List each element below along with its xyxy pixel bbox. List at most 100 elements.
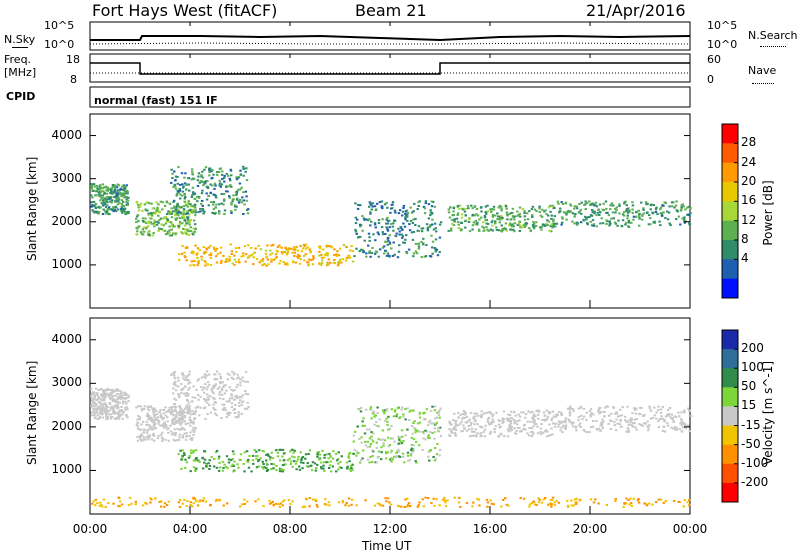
data-cell [179, 423, 182, 426]
data-cell [115, 196, 118, 198]
data-cell [127, 394, 130, 397]
data-cell [204, 398, 207, 401]
data-cell [155, 220, 159, 223]
data-cell [177, 379, 180, 382]
data-cell [105, 185, 108, 188]
data-cell [252, 263, 255, 266]
data-cell [115, 399, 118, 402]
data-cell [635, 428, 638, 431]
data-cell [518, 224, 522, 227]
data-cell [203, 387, 206, 390]
data-cell [431, 246, 434, 249]
data-cell [332, 261, 335, 264]
data-cell [244, 392, 248, 395]
data-cell [255, 466, 259, 469]
data-cell [363, 218, 366, 221]
data-cell [532, 420, 535, 423]
data-cell [365, 408, 368, 411]
data-cell [571, 408, 575, 410]
data-cell [99, 199, 102, 202]
data-cell [683, 219, 686, 222]
data-cell [454, 422, 457, 425]
data-cell [385, 222, 388, 225]
data-cell [272, 467, 275, 470]
data-cell [550, 427, 553, 430]
data-cell [542, 431, 545, 434]
data-cell [274, 253, 278, 256]
data-cell [686, 501, 689, 504]
data-cell [535, 410, 538, 413]
data-cell [183, 219, 186, 222]
data-cell [446, 499, 449, 502]
data-cell [418, 200, 421, 203]
data-cell [162, 224, 165, 227]
data-cell [631, 208, 634, 211]
data-cell [401, 214, 404, 217]
data-cell [301, 456, 305, 458]
data-cell [109, 416, 113, 418]
data-cell [175, 213, 178, 216]
data-cell [318, 453, 322, 456]
data-cell [560, 201, 563, 204]
data-cell [504, 222, 508, 225]
data-cell [530, 427, 533, 430]
data-cell [212, 173, 215, 176]
data-cell [203, 210, 206, 213]
data-cell [286, 263, 289, 266]
data-cell [280, 251, 284, 254]
data-cell [472, 221, 476, 224]
data-cell [179, 449, 182, 452]
data-cell [366, 446, 369, 449]
data-cell [159, 416, 163, 419]
data-cell [236, 373, 239, 376]
data-cell [119, 393, 122, 396]
data-cell [456, 214, 459, 216]
data-cell [546, 223, 549, 226]
data-cell [557, 202, 560, 205]
data-cell [102, 389, 105, 392]
data-cell [188, 455, 191, 457]
data-cell [216, 387, 220, 390]
data-cell [134, 500, 137, 503]
data-cell [383, 412, 386, 415]
data-cell [177, 226, 180, 229]
data-cell [208, 468, 211, 470]
data-cell [362, 417, 365, 420]
data-cell [494, 214, 497, 217]
data-cell [200, 192, 204, 195]
data-cell [241, 196, 244, 199]
data-cell [94, 194, 97, 197]
data-cell [225, 185, 228, 188]
data-cell [611, 211, 615, 214]
data-cell [371, 412, 374, 415]
data-cell [428, 431, 432, 433]
data-cell [687, 424, 690, 427]
data-cell [94, 504, 97, 507]
data-cell [625, 497, 628, 500]
data-cell [386, 420, 389, 423]
data-cell [230, 202, 233, 205]
data-cell [239, 378, 242, 381]
data-cell [170, 408, 173, 411]
data-cell [572, 421, 575, 424]
data-cell [400, 233, 403, 236]
data-cell [670, 201, 674, 204]
data-cell [101, 390, 105, 393]
data-cell [123, 397, 127, 400]
data-cell [207, 204, 210, 207]
data-cell [157, 221, 160, 224]
data-cell [140, 408, 144, 410]
data-cell [243, 203, 246, 206]
data-cell [493, 431, 496, 434]
data-cell [101, 187, 104, 190]
data-cell [104, 212, 108, 215]
data-cell [429, 422, 433, 425]
nave-tick-bottom: 0 [707, 73, 714, 86]
data-cell [494, 222, 497, 225]
data-cell [93, 391, 96, 394]
data-cell [262, 467, 265, 470]
data-cell [614, 211, 617, 214]
data-cell [189, 501, 192, 504]
data-cell [568, 407, 571, 410]
data-cell [147, 214, 150, 217]
